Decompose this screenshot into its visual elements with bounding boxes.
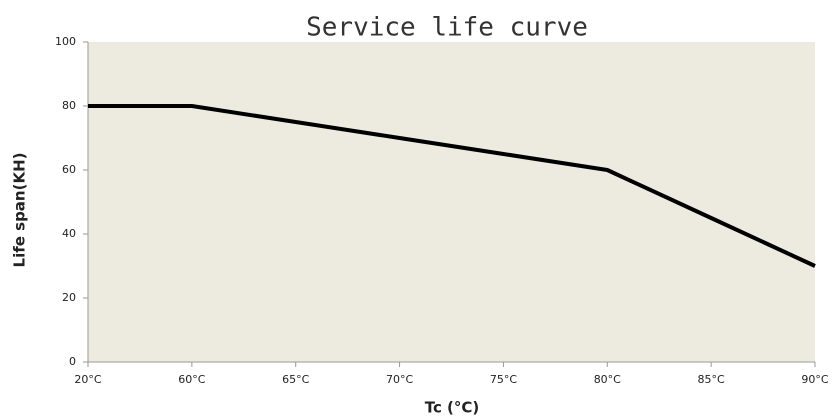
y-tick-label: 100 <box>55 35 76 48</box>
x-tick-label: 70°C <box>386 373 413 386</box>
x-tick-label: 65°C <box>282 373 309 386</box>
x-axis-label: Tc (°C) <box>425 399 480 417</box>
y-tick-label: 40 <box>62 227 76 240</box>
y-tick-label: 60 <box>62 163 76 176</box>
x-tick-label: 80°C <box>594 373 621 386</box>
x-tick-label: 20°C <box>74 373 101 386</box>
x-tick-label: 60°C <box>178 373 205 386</box>
x-tick-label: 85°C <box>698 373 725 386</box>
chart-title: Service life curve <box>306 13 588 43</box>
y-tick-label: 80 <box>62 99 76 112</box>
y-tick-label: 20 <box>62 291 76 304</box>
plot-background <box>88 42 815 362</box>
y-axis-label: Life span(KH) <box>11 153 29 268</box>
x-tick-label: 90°C <box>801 373 828 386</box>
y-tick-label: 0 <box>69 355 76 368</box>
x-tick-label: 75°C <box>490 373 517 386</box>
data-line <box>88 104 816 268</box>
